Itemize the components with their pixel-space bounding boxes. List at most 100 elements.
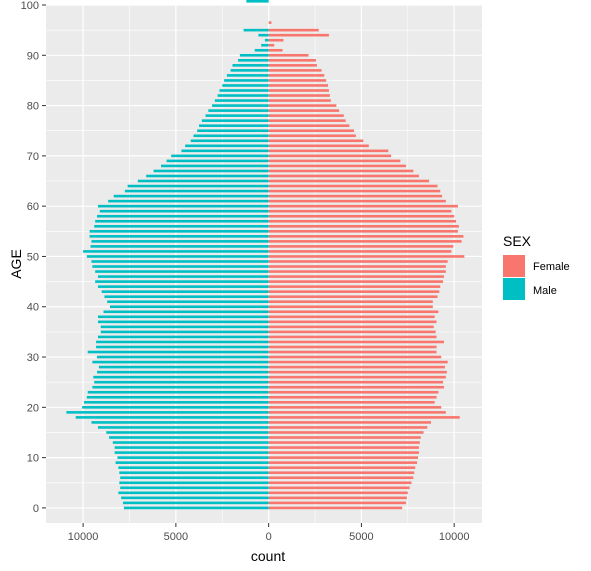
bar-male: [92, 385, 269, 389]
bar-female: [268, 245, 454, 248]
bar-male: [239, 53, 269, 57]
bar-female: [268, 380, 444, 384]
bar-male: [96, 345, 269, 349]
bar-male: [107, 300, 269, 304]
bar-female: [268, 184, 438, 188]
bar-male: [97, 320, 269, 324]
legend: SEX Female Male: [503, 233, 570, 300]
bar-female: [268, 411, 446, 414]
bar-female: [268, 431, 424, 434]
bar-female: [268, 385, 444, 389]
bar-female: [268, 265, 446, 268]
bar-male: [230, 69, 269, 72]
bar-female: [268, 280, 444, 283]
bar-female: [268, 416, 460, 419]
bar-male: [127, 184, 269, 188]
bar-male: [83, 250, 269, 253]
bar-female: [268, 486, 410, 490]
bar-male: [238, 59, 269, 62]
bar-male: [95, 270, 269, 273]
bar-male: [66, 411, 269, 414]
bar-male: [124, 189, 269, 193]
bar-male: [254, 48, 269, 52]
y-tick-label: 80: [27, 101, 39, 113]
bar-female: [268, 476, 414, 480]
bar-male: [98, 365, 269, 369]
bar-male: [199, 124, 269, 127]
bar-male: [185, 144, 269, 148]
bar-male: [193, 134, 269, 138]
bar-male: [91, 240, 269, 243]
bar-female: [268, 456, 418, 459]
bar-female: [268, 506, 403, 510]
bar-female: [268, 260, 448, 263]
bar-female: [268, 89, 329, 92]
y-axis-title: AGE: [8, 249, 24, 279]
bar-female: [268, 21, 272, 24]
bar-male: [95, 280, 269, 283]
y-tick-label: 90: [27, 50, 39, 62]
bar-female: [268, 355, 442, 359]
bar-male: [201, 119, 269, 122]
bar-male: [197, 129, 269, 133]
bar-male: [224, 79, 269, 82]
bar-male: [97, 355, 269, 359]
bar-male: [118, 466, 269, 469]
bar-male: [208, 109, 269, 112]
bar-male: [212, 104, 269, 107]
bar-male: [90, 245, 269, 248]
bar-male: [120, 486, 269, 490]
bar-male: [86, 255, 269, 258]
bar-male: [119, 481, 269, 485]
bar-female: [268, 144, 369, 148]
bar-male: [258, 33, 269, 37]
y-tick-label: 50: [27, 251, 39, 263]
bar-male: [246, 0, 269, 3]
bar-female: [268, 436, 421, 439]
bar-female: [268, 310, 439, 314]
bar-female: [268, 219, 457, 223]
bar-male: [97, 315, 269, 319]
x-tick-label: 10000: [439, 531, 470, 543]
bar-female: [268, 401, 435, 404]
bar-male: [92, 360, 269, 364]
bar-female: [268, 320, 437, 324]
bar-male: [99, 209, 269, 213]
bar-female: [268, 79, 327, 82]
bar-male: [101, 290, 269, 293]
bar-female: [268, 451, 419, 454]
bar-female: [268, 114, 344, 117]
y-tick-label: 30: [27, 352, 39, 364]
bar-female: [268, 53, 309, 57]
bar-female: [268, 481, 412, 485]
bar-female: [268, 491, 408, 495]
x-tick-label: 10000: [68, 531, 99, 543]
bar-male: [120, 476, 269, 480]
legend-label-female: Female: [533, 261, 570, 273]
bar-male: [161, 164, 269, 168]
bar-female: [268, 406, 442, 409]
bar-female: [268, 340, 444, 344]
bar-female: [268, 48, 283, 52]
bar-female: [268, 325, 434, 329]
bar-male: [117, 456, 269, 459]
y-axis: 0 10 20 30 40 50 60 70 80 90 100: [21, 0, 46, 515]
bar-female: [268, 194, 443, 198]
bar-female: [268, 501, 406, 505]
bar-male: [219, 89, 269, 92]
bar-male: [89, 230, 269, 233]
bar-female: [268, 38, 284, 42]
bar-male: [86, 395, 269, 399]
y-tick-label: 10: [27, 453, 39, 465]
bar-female: [268, 134, 356, 138]
bar-female: [268, 224, 459, 228]
legend-key-male: [503, 278, 525, 300]
bar-male: [94, 224, 269, 228]
bar-male: [114, 446, 269, 449]
bar-female: [268, 174, 419, 178]
bar-female: [268, 149, 389, 153]
bar-female: [268, 345, 437, 349]
bar-female: [268, 370, 447, 374]
bar-male: [97, 426, 269, 429]
bar-female: [268, 375, 446, 379]
